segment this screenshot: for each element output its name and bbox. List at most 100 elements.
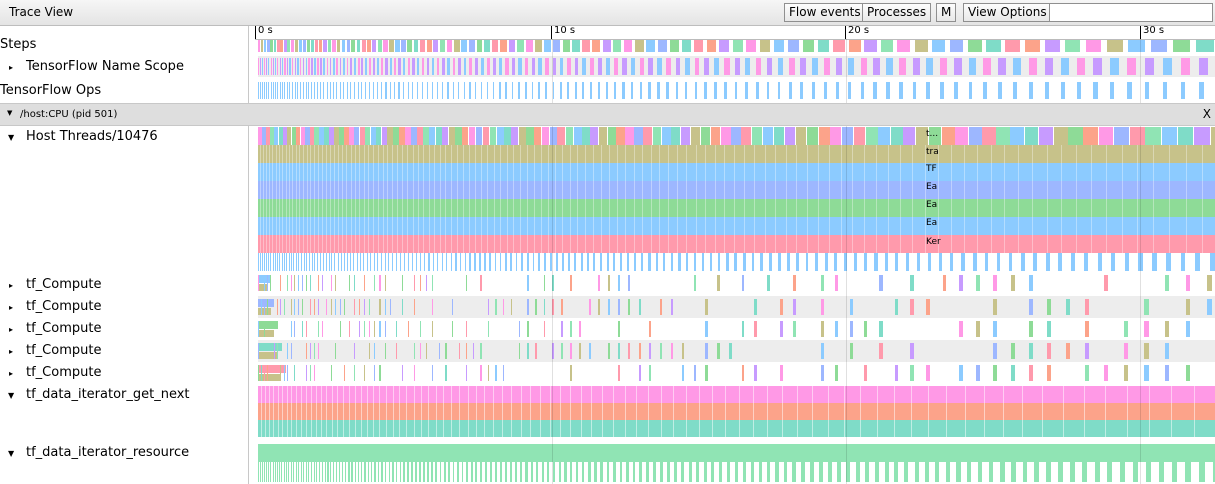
- trace-slice[interactable]: [313, 343, 315, 359]
- trace-slice[interactable]: [316, 462, 318, 482]
- trace-slice[interactable]: [1071, 253, 1076, 271]
- trace-slice[interactable]: [576, 462, 579, 482]
- trace-slice[interactable]: [480, 58, 484, 75]
- trace-slice[interactable]: [788, 58, 795, 75]
- trace-slice[interactable]: [431, 462, 433, 482]
- trace-slice[interactable]: [655, 253, 658, 271]
- trace-slice[interactable]: [1198, 82, 1204, 99]
- trace-slice[interactable]: [337, 253, 339, 271]
- trace-slice[interactable]: [608, 299, 611, 315]
- trace-slice[interactable]: [369, 58, 372, 75]
- trace-slice[interactable]: [321, 462, 323, 482]
- trace-slice[interactable]: [262, 462, 264, 482]
- trace-slice[interactable]: [1084, 299, 1089, 315]
- trace-slice[interactable]: [339, 462, 341, 482]
- trace-slice[interactable]: [358, 321, 360, 337]
- trace-slice[interactable]: [884, 462, 889, 482]
- trace-slice[interactable]: [286, 462, 288, 482]
- trace-slice[interactable]: [726, 462, 730, 482]
- trace-slice[interactable]: [1199, 462, 1205, 482]
- trace-slice[interactable]: [538, 82, 541, 99]
- trace-slice[interactable]: [393, 127, 399, 145]
- trace-slice[interactable]: [652, 127, 662, 145]
- trace-slice[interactable]: [371, 462, 373, 482]
- trace-slice[interactable]: [734, 58, 740, 75]
- trace-slice[interactable]: [344, 127, 349, 145]
- trace-slice[interactable]: [468, 40, 475, 52]
- trace-slice[interactable]: [543, 275, 546, 291]
- trace-slice[interactable]: [1082, 462, 1088, 482]
- trace-slice[interactable]: [283, 299, 285, 315]
- trace-slice[interactable]: [305, 321, 307, 337]
- trace-slice[interactable]: [590, 82, 592, 99]
- trace-slice[interactable]: [389, 82, 391, 99]
- trace-slice[interactable]: [425, 275, 428, 291]
- trace-slice[interactable]: [895, 253, 899, 271]
- trace-slice[interactable]: [524, 58, 529, 75]
- trace-slice[interactable]: [622, 58, 627, 75]
- trace-slice[interactable]: [853, 127, 866, 145]
- trace-slice[interactable]: [363, 275, 365, 291]
- trace-slice[interactable]: [326, 58, 329, 75]
- trace-slice[interactable]: [729, 343, 732, 359]
- trace-slice[interactable]: [805, 253, 809, 271]
- trace-slice[interactable]: [487, 299, 490, 315]
- trace-slice[interactable]: [377, 82, 379, 99]
- trace-slice[interactable]: [899, 58, 907, 75]
- trace-slice[interactable]: [998, 82, 1003, 99]
- trace-slice[interactable]: [717, 343, 720, 359]
- trace-slice[interactable]: [724, 58, 730, 75]
- trace-slice[interactable]: [335, 343, 337, 359]
- trace-slice[interactable]: [1110, 253, 1116, 271]
- trace-slice[interactable]: [630, 82, 634, 99]
- trace-slice[interactable]: [598, 127, 608, 145]
- trace-slice[interactable]: [777, 58, 784, 75]
- trace-slice[interactable]: [1165, 365, 1170, 381]
- trace-slice[interactable]: [333, 58, 335, 75]
- trace-slice[interactable]: [272, 253, 274, 271]
- trace-slice[interactable]: [346, 253, 348, 271]
- trace-slice[interactable]: [526, 299, 529, 315]
- trace-slice[interactable]: [807, 127, 818, 145]
- trace-slice[interactable]: [1144, 82, 1150, 99]
- trace-slice[interactable]: [1084, 365, 1089, 381]
- trace-slice[interactable]: [1195, 253, 1200, 271]
- trace-slice[interactable]: [977, 462, 983, 482]
- trace-slice[interactable]: [685, 82, 688, 99]
- trace-slice[interactable]: [926, 299, 930, 315]
- trace-slice[interactable]: [317, 82, 319, 99]
- trace-slice[interactable]: [605, 82, 608, 99]
- trace-slice[interactable]: [258, 321, 278, 329]
- trace-slice[interactable]: [1011, 365, 1015, 381]
- trace-slice[interactable]: [336, 462, 338, 482]
- trace-slice[interactable]: [330, 275, 332, 291]
- trace-slice[interactable]: [291, 127, 296, 145]
- trace-slice[interactable]: [499, 82, 501, 99]
- trace-slice[interactable]: [300, 127, 305, 145]
- trace-slice[interactable]: [280, 365, 282, 381]
- trace-slice[interactable]: [322, 275, 324, 291]
- trace-slice[interactable]: [314, 58, 316, 75]
- trace-slice[interactable]: [750, 462, 754, 482]
- trace-slice[interactable]: [487, 365, 490, 381]
- trace-slice[interactable]: [849, 343, 853, 359]
- trace-slice[interactable]: [821, 299, 824, 315]
- trace-slice[interactable]: [775, 462, 779, 482]
- trace-slice[interactable]: [258, 330, 274, 337]
- trace-slice[interactable]: [499, 253, 502, 271]
- trace-slice[interactable]: [993, 365, 997, 381]
- trace-slice[interactable]: [381, 58, 384, 75]
- trace-slice[interactable]: [339, 58, 342, 75]
- trace-slice[interactable]: [1124, 253, 1129, 271]
- trace-slice[interactable]: [982, 127, 996, 145]
- trace-slice[interactable]: [364, 462, 366, 482]
- trace-slice[interactable]: [416, 58, 420, 75]
- trace-slice[interactable]: [399, 127, 405, 145]
- trace-slice[interactable]: [353, 299, 355, 315]
- trace-slice[interactable]: [365, 127, 371, 145]
- trace-slice[interactable]: [773, 127, 785, 145]
- trace-slice[interactable]: [561, 299, 564, 315]
- trace-slice[interactable]: [1124, 365, 1129, 381]
- trace-slice[interactable]: [283, 253, 285, 271]
- trace-slice[interactable]: [613, 253, 616, 271]
